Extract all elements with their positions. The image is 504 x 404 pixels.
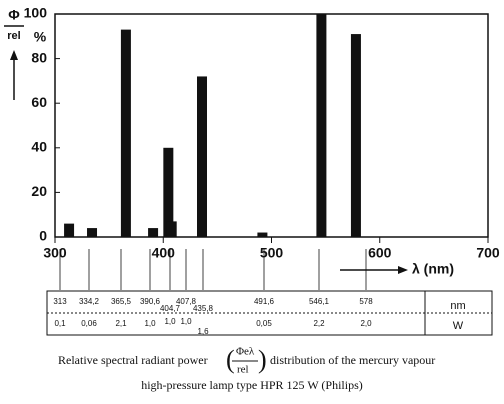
table-cell: 407,8	[176, 297, 197, 306]
y-tick-label: 0	[39, 228, 47, 244]
bar	[148, 228, 159, 237]
x-label: λ (nm)	[412, 261, 454, 277]
y-label-top: Φ	[8, 7, 20, 23]
table-cell: 2,0	[360, 319, 372, 328]
caption-fraction-top: Φeλ	[236, 346, 255, 358]
y-tick-label: 100	[24, 5, 48, 21]
y-tick-label: 80	[31, 49, 47, 65]
table-cell: 313	[53, 297, 67, 306]
table-cell: 0,1	[54, 319, 66, 328]
x-tick-label: 400	[152, 245, 176, 261]
table-cell: 2,1	[115, 319, 127, 328]
table-cell: 1,0	[180, 317, 192, 326]
y-label-bottom: rel	[7, 30, 20, 42]
caption-text: high-pressure lamp type HPR 125 W (Phili…	[141, 378, 363, 392]
table-cell: 334,2	[79, 297, 100, 306]
table-cell: 2,2	[313, 319, 325, 328]
bar	[166, 221, 177, 237]
caption-fraction-bottom: rel	[237, 364, 249, 376]
plot-frame	[54, 13, 489, 238]
table-cell: 0,06	[81, 319, 97, 328]
x-tick-label: 700	[476, 245, 500, 261]
table-cell: 435,8	[193, 304, 214, 313]
x-tick-label: 600	[368, 245, 392, 261]
y-unit: %	[34, 29, 47, 45]
table-cell: 578	[359, 297, 373, 306]
caption-text: Relative spectral radiant power	[58, 353, 208, 367]
bar	[120, 29, 131, 237]
y-tick-label: 20	[31, 183, 47, 199]
x-tick-label: 500	[260, 245, 284, 261]
caption-text: distribution of the mercury vapour	[270, 353, 435, 367]
y-tick-label: 60	[31, 94, 47, 110]
bar	[64, 223, 75, 237]
bar	[163, 147, 174, 237]
bar	[87, 228, 98, 237]
x-tick-label: 300	[43, 245, 67, 261]
table-cell: 1,0	[144, 319, 156, 328]
paren: (	[226, 345, 235, 374]
bar	[197, 76, 208, 237]
table-cell: 404,7	[160, 304, 181, 313]
paren: )	[258, 345, 267, 374]
table-cell: 390,6	[140, 297, 161, 306]
table-cell: 1,0	[164, 317, 176, 326]
bar	[257, 232, 268, 237]
y-tick-label: 40	[31, 139, 47, 155]
table-cell: 1,6	[197, 327, 209, 336]
bar	[350, 34, 361, 237]
bar	[316, 14, 327, 237]
table-cell: 0,05	[256, 319, 272, 328]
table-cell: 491,6	[254, 297, 275, 306]
table-unit: W	[453, 320, 464, 332]
table-cell: 546,1	[309, 297, 330, 306]
table-cell: 365,5	[111, 297, 132, 306]
table-unit: nm	[450, 300, 465, 312]
